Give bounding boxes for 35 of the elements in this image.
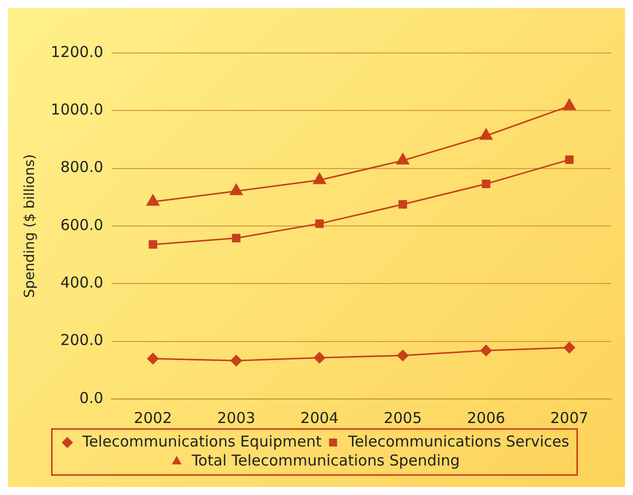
point: [482, 180, 490, 188]
y-tick-label: 1000.0: [50, 100, 104, 119]
point: [398, 200, 408, 209]
y-tick-label: 200.0: [60, 331, 104, 350]
point: [314, 352, 326, 364]
point: [315, 219, 324, 228]
legend-label: Total Telecommunications Spending: [190, 451, 460, 470]
point: [563, 342, 576, 354]
point: [562, 98, 576, 110]
point: [480, 344, 492, 357]
y-tick-label: 800.0: [60, 158, 104, 176]
x-tick-label: 2006: [466, 408, 506, 427]
point: [229, 183, 244, 196]
legend-label: Telecommunications Services: [347, 432, 570, 450]
y-tick-label: 400.0: [60, 274, 104, 292]
point: [232, 234, 240, 242]
y-tick-label: 1200.0: [50, 42, 104, 61]
x-tick-label: 2002: [134, 408, 172, 427]
point: [146, 352, 159, 365]
point: [479, 128, 493, 140]
y-axis-title: Spending ($ billions): [22, 154, 38, 298]
x-tick-label: 2004: [300, 408, 339, 427]
y-tick-label: 600.0: [60, 216, 104, 234]
point: [565, 155, 574, 164]
point: [230, 354, 242, 367]
point: [396, 349, 409, 362]
x-tick-label: 2003: [217, 408, 256, 427]
point: [396, 152, 410, 165]
x-tick-label: 2005: [384, 408, 422, 427]
x-tick-label: 2007: [550, 408, 588, 427]
y-tick-label: 0.0: [79, 388, 104, 407]
point: [148, 240, 158, 249]
legend-label: Telecommunications Equipment: [81, 432, 322, 450]
point: [312, 172, 326, 184]
point: [146, 194, 160, 206]
